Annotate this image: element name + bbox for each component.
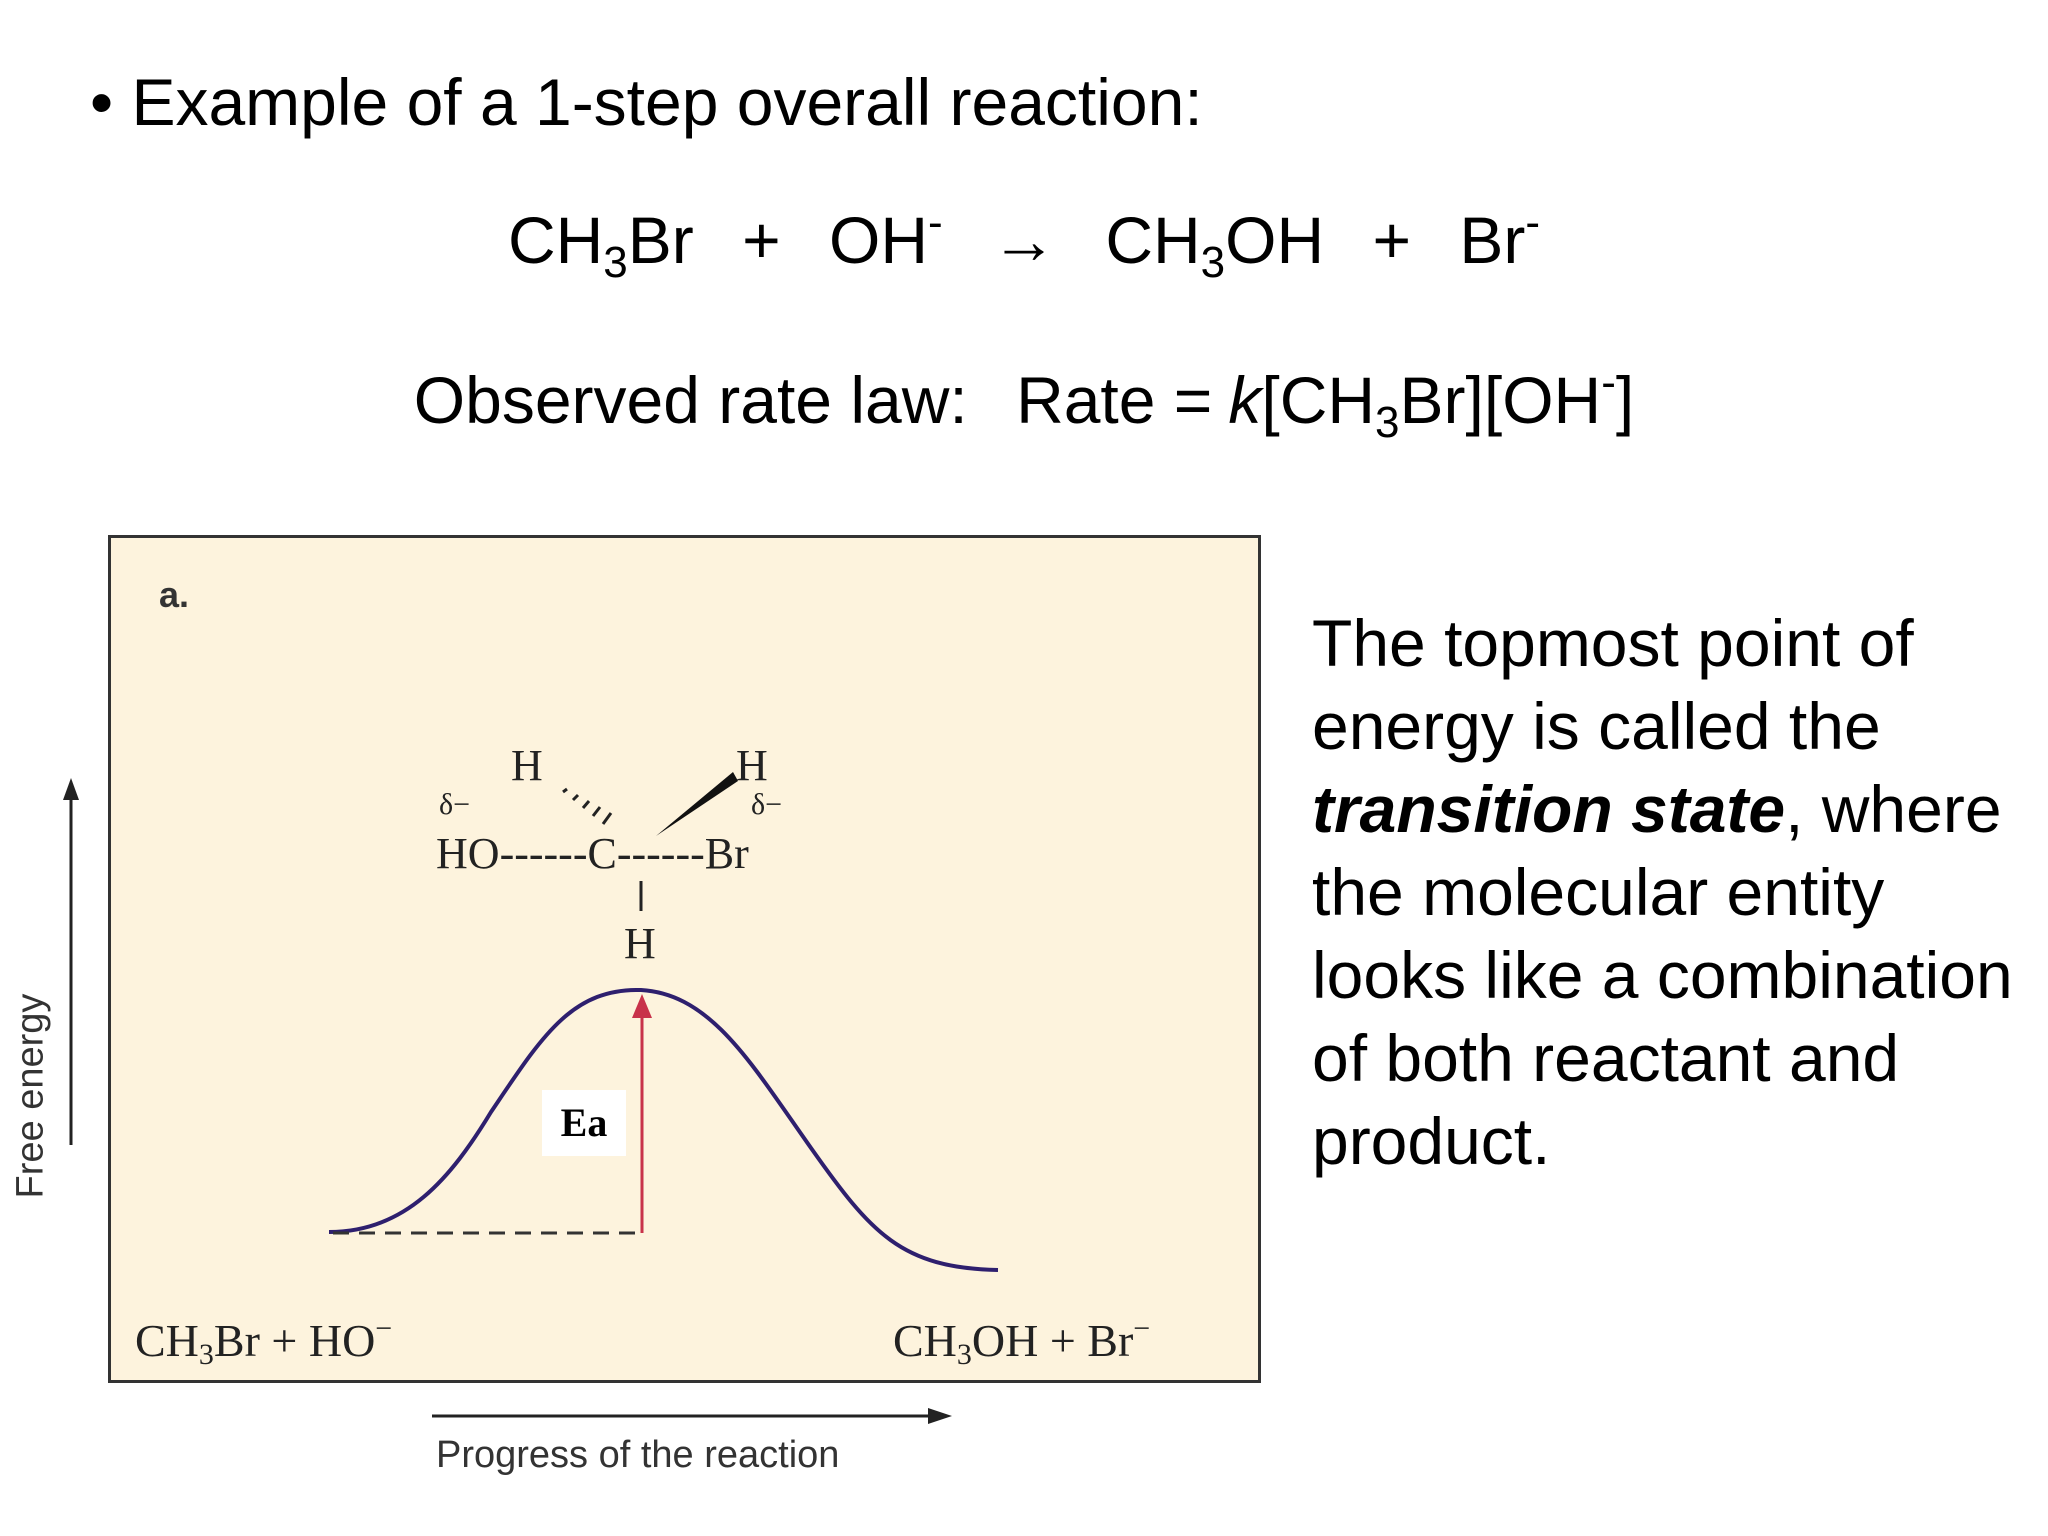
- ts-delta-right: δ−: [751, 788, 783, 821]
- products-label: CH3OH + Br−: [893, 1312, 1151, 1371]
- ts-h-top-left: H: [511, 741, 543, 790]
- ts-bromine: Br: [704, 829, 749, 878]
- ts-h-top-right: H: [736, 741, 768, 790]
- explanation-line: the molecular entity: [1312, 855, 1885, 929]
- product-ch3oh: CH3OH: [1105, 203, 1325, 287]
- conc-hydroxide: [OH-]: [1483, 358, 1635, 438]
- reactant-hydroxide: OH-: [829, 198, 943, 278]
- explanation-text: The topmost point of energy is called th…: [1312, 602, 2048, 1183]
- energy-curve: [328, 987, 999, 1272]
- rate-constant: k: [1228, 363, 1262, 437]
- conc-ch3br: [CH3Br]: [1261, 363, 1484, 447]
- x-axis-arrowhead: [928, 1408, 952, 1424]
- explanation-line: energy is called the: [1312, 689, 1881, 763]
- ts-carbon: C: [587, 829, 617, 878]
- rate-law: Observed rate law: Rate = k[CH3Br][OH-]: [0, 358, 2048, 447]
- rate-word: Rate =: [1016, 363, 1213, 437]
- panel-label: a.: [159, 574, 190, 615]
- slide-heading: • Example of a 1-step overall reaction:: [90, 62, 1203, 142]
- reaction-equation: CH3Br + OH- → CH3OH + Br-: [0, 198, 2048, 287]
- plus-sign: +: [1372, 203, 1412, 277]
- bullet-glyph: •: [90, 65, 114, 139]
- ts-h-bottom: H: [624, 919, 656, 968]
- solid-wedge-bond: [656, 772, 738, 836]
- explanation-line: The topmost point of: [1312, 606, 1914, 680]
- energy-diagram-graphics: [328, 772, 999, 1272]
- ts-hydroxyl: HO------C------Br: [436, 829, 749, 878]
- reactant-ch3br: CH3Br: [507, 203, 694, 287]
- explanation-line: looks like a combination: [1312, 938, 2013, 1012]
- ea-arrow-head: [632, 994, 652, 1018]
- explanation-line: of both reactant and: [1312, 1021, 1900, 1095]
- ea-label: Ea: [542, 1090, 626, 1156]
- heading-text: Example of a 1-step overall reaction:: [131, 65, 1203, 139]
- y-axis-arrowhead: [63, 778, 79, 800]
- explanation-line: product.: [1312, 1104, 1551, 1178]
- reaction-arrow: →: [991, 203, 1057, 277]
- rate-law-label: Observed rate law:: [413, 363, 968, 437]
- ts-delta-left: δ−: [439, 788, 471, 821]
- reactants-label: CH3Br + HO−: [135, 1312, 393, 1371]
- plus-sign: +: [742, 203, 781, 277]
- term-transition-state: transition state: [1312, 772, 1786, 846]
- product-bromide: Br-: [1459, 198, 1541, 278]
- y-axis-label: Free energy: [9, 993, 52, 1199]
- x-axis-label: Progress of the reaction: [436, 1434, 840, 1476]
- hashed-wedge-bond: [562, 787, 613, 825]
- explanation-line: transition state, where: [1312, 772, 2002, 846]
- energy-diagram: a. H H δ− δ− HO------C------Br H Ea CH3B…: [108, 535, 1261, 1383]
